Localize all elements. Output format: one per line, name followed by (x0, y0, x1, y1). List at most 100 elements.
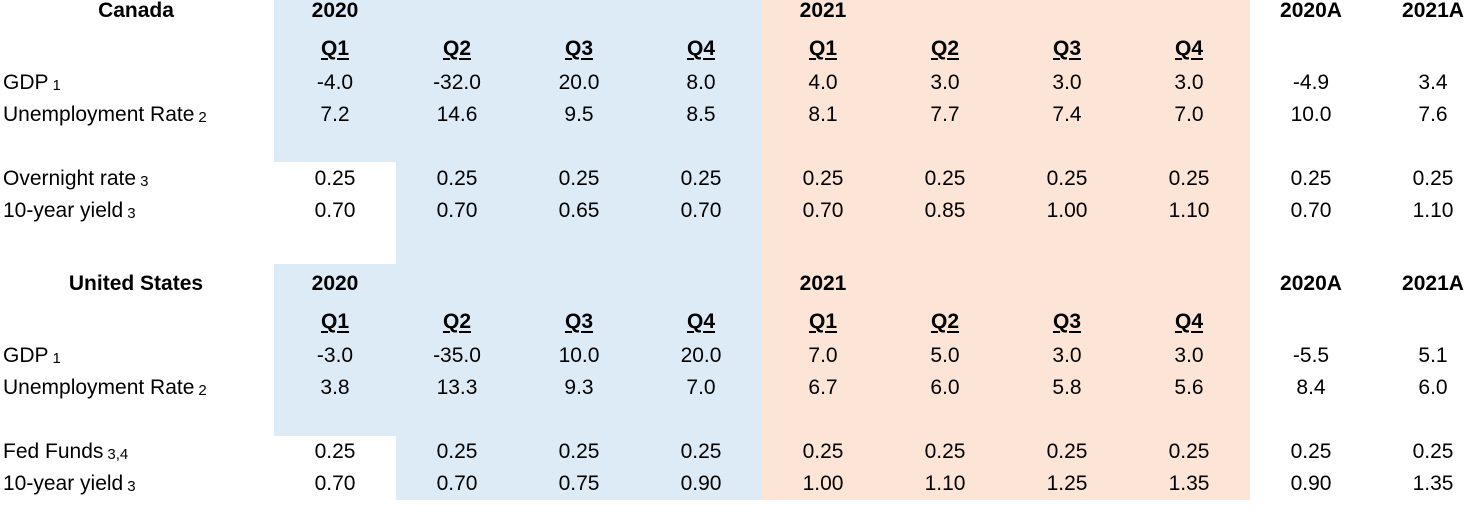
footnote-marker: 1 (52, 77, 61, 94)
table-cell: 3.0 (1174, 71, 1204, 94)
table-cell: 0.25 (314, 167, 356, 190)
table-cell: -5.5 (1292, 344, 1330, 367)
table-cell: 1.00 (802, 472, 844, 495)
row-label-text: Unemployment Rate (3, 103, 195, 126)
table-cell: 0.90 (1290, 472, 1332, 495)
annual-2020-header: 2020A (1280, 0, 1342, 22)
table-cell: 0.25 (558, 440, 600, 463)
table-cell: 0.25 (924, 440, 966, 463)
annual-2020-header: 2020A (1280, 272, 1342, 295)
table-cell: 0.70 (314, 472, 356, 495)
table-cell: 5.1 (1418, 344, 1448, 367)
table-cell: 20.0 (680, 344, 722, 367)
quarter-header: Q3 (564, 37, 593, 60)
table-cell: 8.5 (686, 103, 716, 126)
table-cell: 1.25 (1046, 472, 1088, 495)
table-cell: 0.70 (314, 199, 356, 222)
shade-2020-bottom (396, 436, 762, 500)
table-cell: 1.00 (1046, 199, 1088, 222)
table-cell: 1.35 (1168, 472, 1210, 495)
table-cell: 3.0 (930, 71, 960, 94)
shade-2020-us (274, 264, 762, 436)
row-label: 10-year yield 3 (3, 196, 136, 226)
shade-2020-mid (396, 162, 762, 264)
quarter-header: Q3 (564, 310, 593, 333)
table-cell: 0.85 (924, 199, 966, 222)
section-title: United States (68, 272, 204, 295)
table-cell: -35.0 (433, 344, 481, 367)
table-cell: -4.9 (1292, 71, 1330, 94)
year-2021-header: 2021 (799, 0, 847, 22)
row-label: Fed Funds 3,4 (3, 437, 128, 467)
table-cell: 0.70 (1290, 199, 1332, 222)
row-label: GDP 1 (3, 68, 61, 98)
table-cell: 13.3 (436, 376, 478, 399)
quarter-header: Q1 (808, 37, 837, 60)
table-cell: 0.25 (314, 440, 356, 463)
table-cell: 1.35 (1412, 472, 1454, 495)
table-cell: 1.10 (1412, 199, 1454, 222)
table-cell: 0.25 (924, 167, 966, 190)
row-label-text: GDP (3, 344, 49, 367)
row-label-text: 10-year yield (3, 472, 124, 495)
footnote-marker: 2 (198, 382, 207, 399)
footnote-marker: 2 (198, 109, 207, 126)
table-cell: 0.25 (436, 440, 478, 463)
table-cell: 1.10 (1168, 199, 1210, 222)
shade-2020-top (274, 0, 762, 162)
table-cell: 6.0 (1418, 376, 1448, 399)
quarter-header: Q2 (930, 37, 959, 60)
row-label-text: GDP (3, 71, 49, 94)
table-cell: -4.0 (316, 71, 354, 94)
table-cell: 5.8 (1052, 376, 1082, 399)
table-cell: 0.70 (436, 199, 478, 222)
quarter-header: Q1 (808, 310, 837, 333)
year-2020-header: 2020 (311, 0, 359, 22)
row-label: Unemployment Rate 2 (3, 373, 207, 403)
table-cell: 6.7 (808, 376, 838, 399)
row-label: Overnight rate 3 (3, 164, 148, 194)
year-2020-header: 2020 (311, 272, 359, 295)
table-cell: 1.10 (924, 472, 966, 495)
table-cell: -32.0 (433, 71, 481, 94)
table-cell: 10.0 (558, 344, 600, 367)
quarter-header: Q2 (442, 310, 471, 333)
table-cell: 9.3 (564, 376, 594, 399)
quarter-header: Q3 (1052, 37, 1081, 60)
table-cell: 7.0 (686, 376, 716, 399)
table-cell: 7.0 (1174, 103, 1204, 126)
table-cell: 7.0 (808, 344, 838, 367)
table-cell: 7.6 (1418, 103, 1448, 126)
table-cell: 6.0 (930, 376, 960, 399)
year-2021-header: 2021 (799, 272, 847, 295)
table-cell: 0.25 (1290, 440, 1332, 463)
table-cell: 3.0 (1052, 344, 1082, 367)
quarter-header: Q1 (320, 37, 349, 60)
footnote-marker: 3,4 (107, 446, 129, 463)
table-cell: 0.25 (1168, 167, 1210, 190)
row-label-text: Overnight rate (3, 167, 137, 190)
table-cell: 0.25 (802, 440, 844, 463)
table-cell: 0.90 (680, 472, 722, 495)
quarter-header: Q4 (1174, 37, 1203, 60)
table-cell: 0.70 (436, 472, 478, 495)
quarter-header: Q2 (442, 37, 471, 60)
table-cell: 0.25 (1412, 440, 1454, 463)
row-label-text: 10-year yield (3, 199, 124, 222)
footnote-marker: 3 (140, 173, 149, 190)
row-label-text: Unemployment Rate (3, 376, 195, 399)
table-cell: 0.25 (802, 167, 844, 190)
quarter-header: Q1 (320, 310, 349, 333)
table-cell: 8.0 (686, 71, 716, 94)
table-cell: 0.25 (680, 440, 722, 463)
table-cell: 0.70 (680, 199, 722, 222)
row-label: 10-year yield 3 (3, 469, 136, 499)
table-cell: 8.1 (808, 103, 838, 126)
table-cell: 0.25 (436, 167, 478, 190)
table-cell: 14.6 (436, 103, 478, 126)
shade-2021 (762, 0, 1250, 500)
table-cell: 0.25 (558, 167, 600, 190)
table-cell: 20.0 (558, 71, 600, 94)
row-label: Unemployment Rate 2 (3, 100, 207, 130)
quarter-header: Q4 (686, 37, 715, 60)
